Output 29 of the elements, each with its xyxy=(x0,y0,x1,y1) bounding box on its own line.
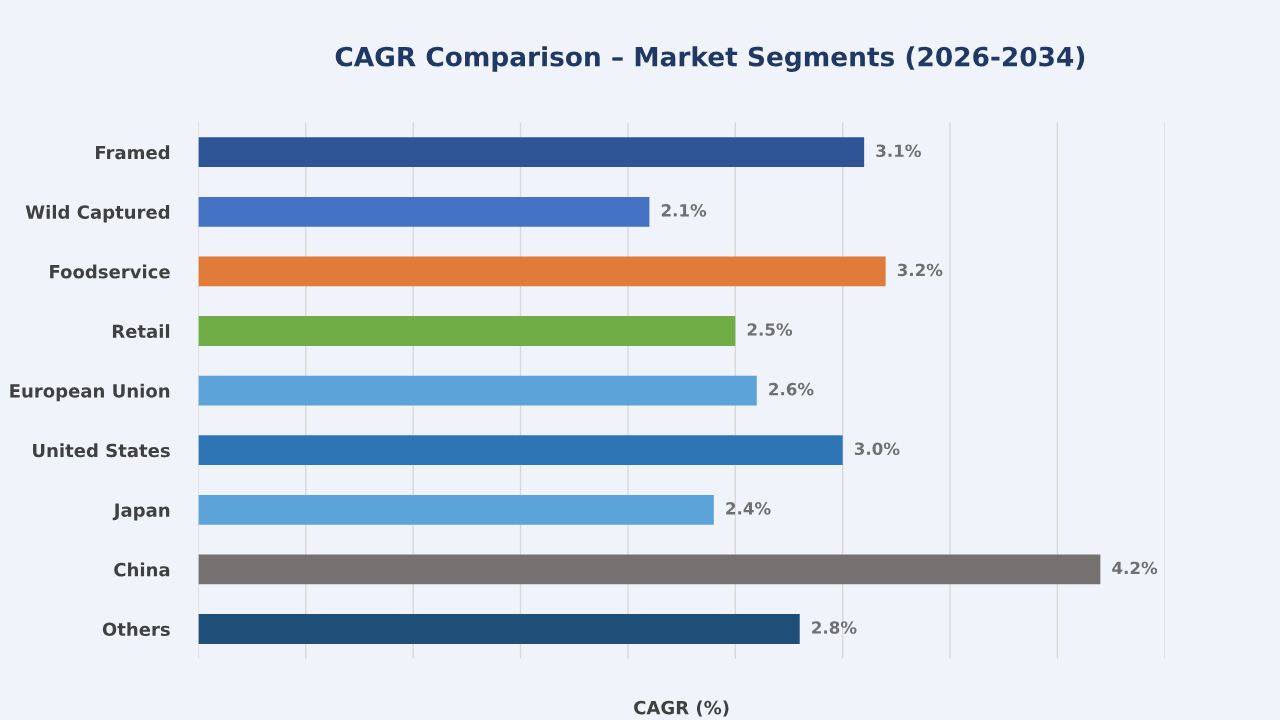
data-label: 3.2% xyxy=(897,263,943,277)
data-label: 2.6% xyxy=(769,382,814,396)
bar xyxy=(198,494,714,525)
data-label: 2.5% xyxy=(747,323,793,336)
y-tick-label: Wild Captured xyxy=(25,204,170,223)
data-label: 2.1% xyxy=(661,204,707,217)
data-label: 4.2% xyxy=(1112,561,1158,575)
y-tick-label: European Union xyxy=(10,383,170,402)
y-tick-label: United States xyxy=(33,443,170,458)
bar xyxy=(198,256,886,287)
y-tick-label: Retail xyxy=(112,324,170,339)
chart-title: CAGR Comparison – Market Segments (2026-2034) xyxy=(335,46,1085,72)
data-label: 3.0% xyxy=(854,442,900,456)
y-tick-label: Japan xyxy=(112,503,170,521)
y-tick-label: China xyxy=(114,562,170,577)
y-tick-label: Others xyxy=(102,622,170,637)
bar xyxy=(198,137,865,168)
bar xyxy=(198,614,800,644)
y-tick-label: Framed xyxy=(96,145,170,160)
x-axis-title: CAGR (%) xyxy=(634,700,729,717)
bar xyxy=(198,435,843,466)
y-tick-label: Foodservice xyxy=(50,264,170,279)
data-label: 3.1% xyxy=(876,144,921,158)
data-label: 2.4% xyxy=(726,502,771,515)
bar xyxy=(198,554,1101,585)
bar xyxy=(198,196,650,227)
bar xyxy=(198,375,757,406)
data-label: 2.8% xyxy=(812,621,857,634)
bar xyxy=(198,316,736,346)
